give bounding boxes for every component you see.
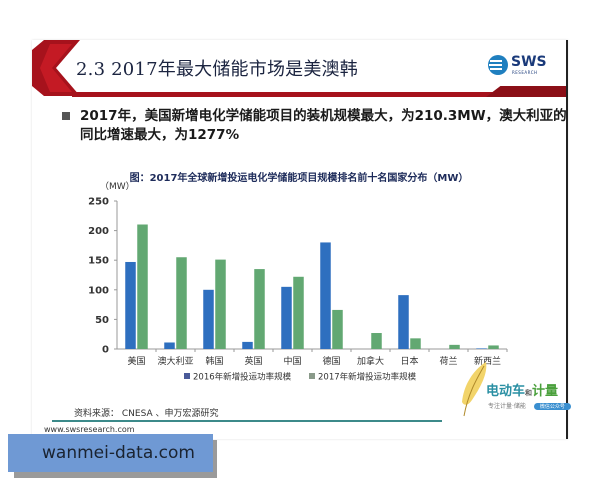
- bar-2017: [332, 309, 343, 349]
- bullet-square-icon: [62, 112, 70, 120]
- header-underline-accent: [486, 86, 566, 97]
- logo-text: SWS: [511, 54, 547, 70]
- bar-2016: [125, 261, 136, 349]
- legend-swatch: [309, 373, 315, 379]
- bar-2016: [281, 286, 292, 349]
- y-tick-label: 100: [88, 285, 109, 296]
- x-tick-label: 新西兰: [474, 355, 501, 367]
- brand-pill: 微信公众号: [533, 403, 571, 410]
- bar-2017: [488, 345, 499, 349]
- bar-2017: [410, 338, 421, 349]
- bar-2017: [254, 269, 265, 349]
- bar-2017: [371, 333, 382, 349]
- sws-logo: SWS RESEARCH: [487, 52, 557, 80]
- bar-chart: （MW） 0 50 100 150 200 250 美国 澳大利亚 韩国 英国 中国 德国 加拿大 日本 荷兰…: [88, 181, 508, 383]
- x-tick-label: 韩国: [205, 355, 223, 367]
- legend-label: 2016年新增投运功率规模: [193, 372, 292, 383]
- bar-2017: [215, 259, 226, 349]
- bar-2016: [476, 348, 487, 349]
- chart-title: 图：2017年全球新增投运电化学储能项目规模排名前十名国家分布（MW）: [129, 173, 469, 184]
- y-tick-label: 200: [88, 226, 109, 237]
- header-underline: [72, 92, 566, 97]
- y-tick-label: 0: [102, 345, 109, 356]
- key-finding-bullet: 2017年，美国新增电化学储能项目的装机规模最大，为210.3MW，澳大利亚的同…: [58, 107, 580, 145]
- bullet-text: 2017年，美国新增电化学储能项目的装机规模最大，为210.3MW，澳大利亚的同…: [80, 108, 567, 143]
- bar-2017: [137, 224, 148, 349]
- x-tick-label: 日本: [400, 355, 418, 367]
- header-chevron-decoration: [32, 40, 80, 96]
- logo-subtext: RESEARCH: [512, 70, 538, 75]
- y-tick-label: 150: [88, 256, 109, 267]
- watermark-label: wanmei-data.com: [8, 434, 213, 472]
- bar-2016: [320, 242, 331, 349]
- x-tick-label: 英国: [244, 355, 262, 367]
- x-tick-label: 中国: [283, 355, 301, 367]
- sws-globe-icon: [488, 55, 508, 75]
- brand-badge: 电动车和计量 专注计量·储能 微信公众号: [456, 362, 571, 432]
- data-source: 资料来源： CNESA 、申万宏源研究: [74, 409, 219, 419]
- bar-2016: [398, 295, 409, 349]
- bar-2017: [293, 276, 304, 349]
- bar-2016: [164, 342, 175, 349]
- x-tick-label: 加拿大: [357, 355, 384, 367]
- slide: 2.3 2017年最大储能市场是美澳韩 SWS RESEARCH 2017年，美…: [32, 40, 568, 439]
- x-tick-label: 荷兰: [439, 355, 457, 367]
- bar-2016: [242, 341, 253, 349]
- brand-tagline: 专注计量·储能 微信公众号: [488, 401, 571, 410]
- bar-2016: [203, 289, 214, 349]
- feather-icon: [462, 362, 487, 417]
- y-tick-label: 50: [95, 315, 109, 326]
- slide-header: 2.3 2017年最大储能市场是美澳韩 SWS RESEARCH: [32, 40, 566, 97]
- slide-title: 2.3 2017年最大储能市场是美澳韩: [76, 59, 358, 80]
- bar-2017: [176, 257, 187, 349]
- x-tick-label: 德国: [322, 355, 340, 367]
- y-axis-label: （MW）: [100, 181, 135, 192]
- legend-label: 2017年新增投运功率规模: [318, 372, 417, 383]
- bar-2017: [449, 344, 460, 349]
- footer-divider: [52, 420, 442, 422]
- legend-swatch: [184, 373, 190, 379]
- x-tick-label: 美国: [127, 355, 145, 367]
- footer-url: www.swsresearch.com: [44, 425, 135, 434]
- y-tick-label: 250: [88, 197, 109, 208]
- brand-name: 电动车和计量: [486, 384, 559, 399]
- x-tick-label: 澳大利亚: [157, 355, 193, 367]
